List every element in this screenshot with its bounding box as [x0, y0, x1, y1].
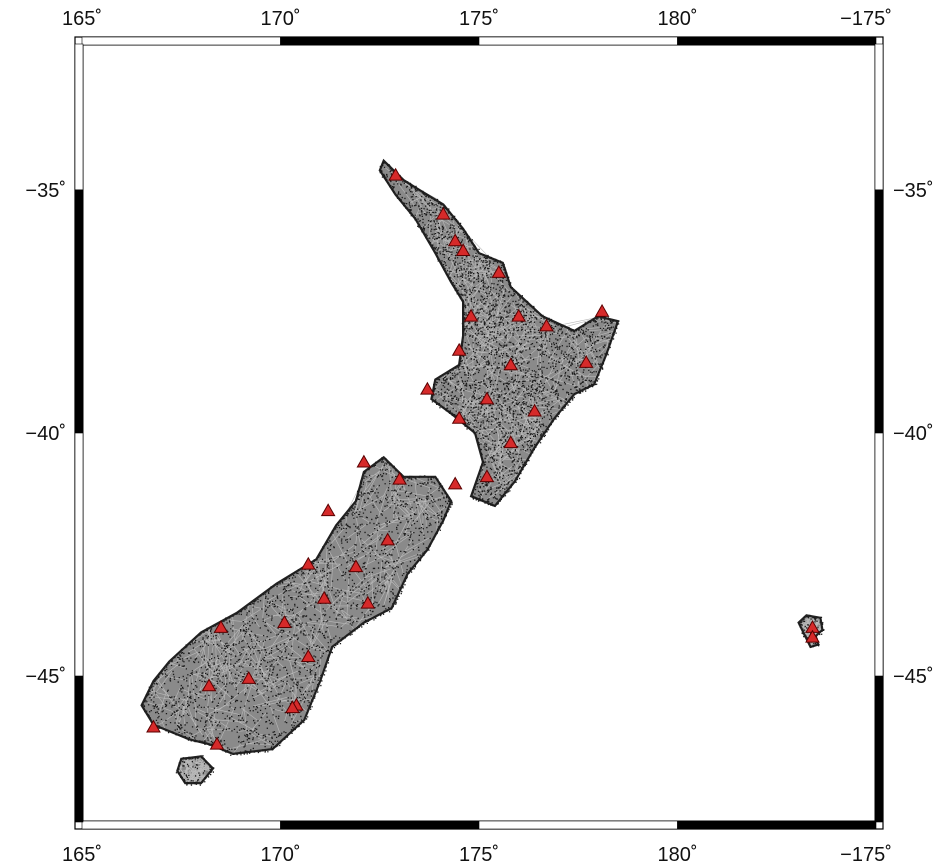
lon-tick-label-top: 170˚	[260, 8, 300, 30]
lat-tick-label-right: −35˚	[893, 180, 934, 202]
lat-tick-label-left: −45˚	[25, 666, 66, 688]
station-marker	[285, 700, 300, 714]
station-marker	[578, 354, 594, 368]
marker-layer	[146, 167, 820, 750]
frame-bar-bottom	[677, 820, 877, 830]
lon-tick-label-bottom: 165˚	[62, 844, 102, 866]
frame-bar-right	[874, 43, 884, 191]
lon-tick-label-top: −175˚	[840, 8, 892, 30]
station-marker	[503, 435, 519, 449]
frame-bar-bottom	[478, 820, 678, 830]
station-marker	[209, 736, 225, 750]
station-marker	[420, 381, 435, 395]
station-marker	[277, 615, 292, 629]
lon-tick-label-bottom: −175˚	[840, 844, 892, 866]
plot-area	[82, 44, 877, 820]
lat-labels-right: −35˚ −40˚ −45˚	[893, 180, 934, 688]
lon-tick-label-bottom: 170˚	[260, 844, 300, 866]
station-marker	[463, 308, 479, 322]
station-marker	[201, 678, 217, 692]
station-marker	[435, 206, 451, 220]
station-marker	[316, 590, 332, 604]
frame-bar-top	[81, 36, 281, 46]
station-marker	[348, 559, 364, 573]
station-marker	[503, 357, 519, 371]
station-marker	[511, 308, 527, 322]
lon-tick-label-top: 175˚	[459, 8, 499, 30]
lon-tick-label-top: 165˚	[62, 8, 102, 30]
station-marker	[479, 391, 495, 405]
station-marker	[527, 403, 542, 417]
lat-tick-label-left: −35˚	[25, 180, 66, 202]
station-marker	[491, 265, 507, 278]
frame-bar-right	[874, 189, 884, 434]
station-marker	[805, 629, 820, 643]
lat-labels-left: −35˚ −40˚ −45˚	[25, 180, 66, 688]
south-island-nodes	[142, 457, 453, 756]
station-marker	[455, 243, 471, 257]
lat-tick-label-right: −40˚	[893, 423, 934, 445]
frame-bar-right	[874, 675, 884, 823]
station-marker	[539, 318, 554, 332]
stewart-island-nodes	[175, 755, 215, 786]
station-marker	[388, 167, 403, 181]
station-marker	[392, 471, 407, 485]
lon-labels-bottom: 165˚ 170˚ 175˚ 180˚ −175˚	[62, 844, 892, 866]
lat-tick-label-right: −45˚	[893, 666, 934, 688]
station-marker	[213, 619, 229, 633]
station-marker	[241, 671, 257, 684]
station-marker	[146, 719, 161, 733]
map-frame	[74, 36, 884, 830]
station-marker	[594, 303, 610, 317]
station-marker	[360, 595, 376, 609]
frame-bar-top	[677, 36, 877, 46]
station-marker	[380, 532, 396, 546]
frame-bar-top	[478, 36, 678, 46]
frame-bar-left	[74, 675, 84, 823]
lon-tick-label-top: 180˚	[657, 8, 697, 30]
frame-bar-bottom	[81, 820, 281, 830]
frame-bar-left	[74, 432, 84, 677]
frame-bar-left	[74, 189, 84, 434]
station-marker	[300, 556, 316, 570]
station-marker	[451, 342, 467, 356]
station-marker	[451, 410, 467, 424]
stewart-island-coastline	[176, 755, 215, 785]
lon-labels-top: 165˚ 170˚ 175˚ 180˚ −175˚	[62, 8, 892, 30]
frame-bar-bottom	[280, 820, 480, 830]
station-marker	[356, 454, 372, 468]
frame-bar-right	[874, 432, 884, 677]
station-marker	[320, 503, 336, 517]
lon-tick-label-bottom: 175˚	[459, 844, 499, 866]
frame-bar-left	[74, 43, 84, 191]
frame-bar-top	[280, 36, 480, 46]
station-marker	[479, 469, 495, 483]
station-marker	[447, 233, 463, 247]
lat-tick-label-left: −40˚	[25, 423, 66, 445]
station-marker	[447, 476, 463, 490]
station-marker	[300, 649, 316, 663]
lon-tick-label-bottom: 180˚	[657, 844, 697, 866]
